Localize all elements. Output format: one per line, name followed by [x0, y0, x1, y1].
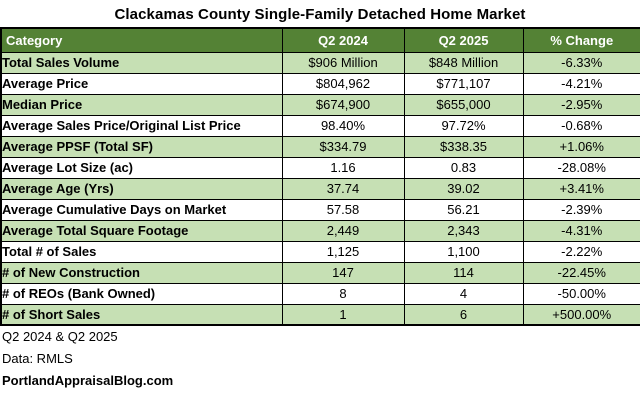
value-cell: 2,343: [403, 219, 524, 242]
change-cell: -4.31%: [522, 219, 640, 242]
category-cell: Average Sales Price/Original List Price: [0, 114, 283, 137]
change-cell: +3.41%: [522, 177, 640, 200]
value-cell: 1.16: [281, 156, 405, 179]
change-cell: -28.08%: [522, 156, 640, 179]
table-row: Total Sales Volume $906 Million $848 Mil…: [0, 51, 640, 74]
table-row: # of REOs (Bank Owned) 8 4 -50.00%: [0, 282, 640, 305]
category-cell: # of Short Sales: [0, 303, 283, 326]
change-cell: +1.06%: [522, 135, 640, 158]
value-cell: 56.21: [403, 198, 524, 221]
category-cell: Total Sales Volume: [0, 51, 283, 74]
table-row: Average Cumulative Days on Market 57.58 …: [0, 198, 640, 221]
change-cell: -0.68%: [522, 114, 640, 137]
page-title: Clackamas County Single-Family Detached …: [114, 6, 526, 23]
value-cell: 2,449: [281, 219, 405, 242]
category-cell: Average PPSF (Total SF): [0, 135, 283, 158]
value-cell: 39.02: [403, 177, 524, 200]
value-cell: 57.58: [281, 198, 405, 221]
value-cell: $804,962: [281, 72, 405, 95]
value-cell: 8: [281, 282, 405, 305]
change-cell: -4.21%: [522, 72, 640, 95]
change-cell: -50.00%: [522, 282, 640, 305]
footer: Q2 2024 & Q2 2025 Data: RMLS PortlandApp…: [0, 326, 640, 392]
footer-data-source: Data: RMLS: [2, 351, 73, 366]
change-cell: -2.22%: [522, 240, 640, 263]
table-row: # of Short Sales 1 6 +500.00%: [0, 303, 640, 326]
value-cell: $848 Million: [403, 51, 524, 74]
category-cell: Total # of Sales: [0, 240, 283, 263]
value-cell: 37.74: [281, 177, 405, 200]
value-cell: 147: [281, 261, 405, 284]
category-cell: Average Price: [0, 72, 283, 95]
table-row: Average Sales Price/Original List Price …: [0, 114, 640, 137]
category-cell: Average Age (Yrs): [0, 177, 283, 200]
value-cell: 1: [281, 303, 405, 326]
value-cell: 4: [403, 282, 524, 305]
category-cell: Median Price: [0, 93, 283, 116]
value-cell: $655,000: [403, 93, 524, 116]
header-cell-category: Category: [0, 27, 283, 53]
value-cell: 1,125: [281, 240, 405, 263]
category-cell: # of REOs (Bank Owned): [0, 282, 283, 305]
value-cell: 1,100: [403, 240, 524, 263]
category-cell: # of New Construction: [0, 261, 283, 284]
change-cell: -2.39%: [522, 198, 640, 221]
value-cell: 114: [403, 261, 524, 284]
category-cell: Average Lot Size (ac): [0, 156, 283, 179]
value-cell: 98.40%: [281, 114, 405, 137]
value-cell: $334.79: [281, 135, 405, 158]
change-cell: +500.00%: [522, 303, 640, 326]
header-cell-q2-2024: Q2 2024: [281, 27, 405, 53]
footer-blog-name: PortlandAppraisalBlog.com: [2, 373, 174, 388]
category-cell: Average Cumulative Days on Market: [0, 198, 283, 221]
value-cell: $674,900: [281, 93, 405, 116]
market-data-table: Category Q2 2024 Q2 2025 % Change Total …: [0, 27, 640, 326]
table-row: Average Total Square Footage 2,449 2,343…: [0, 219, 640, 242]
value-cell: $338.35: [403, 135, 524, 158]
table-row: Average Lot Size (ac) 1.16 0.83 -28.08%: [0, 156, 640, 179]
table-row: Total # of Sales 1,125 1,100 -2.22%: [0, 240, 640, 263]
value-cell: 6: [403, 303, 524, 326]
header-row: Category Q2 2024 Q2 2025 % Change: [0, 27, 640, 53]
category-cell: Average Total Square Footage: [0, 219, 283, 242]
value-cell: $906 Million: [281, 51, 405, 74]
header-cell-q2-2025: Q2 2025: [403, 27, 524, 53]
header-cell-pct-change: % Change: [522, 27, 640, 53]
value-cell: 0.83: [403, 156, 524, 179]
change-cell: -22.45%: [522, 261, 640, 284]
table-row: Average PPSF (Total SF) $334.79 $338.35 …: [0, 135, 640, 158]
table-row: # of New Construction 147 114 -22.45%: [0, 261, 640, 284]
value-cell: 97.72%: [403, 114, 524, 137]
footer-period-label: Q2 2024 & Q2 2025: [2, 329, 118, 344]
table-row: Average Age (Yrs) 37.74 39.02 +3.41%: [0, 177, 640, 200]
change-cell: -2.95%: [522, 93, 640, 116]
table-row: Median Price $674,900 $655,000 -2.95%: [0, 93, 640, 116]
change-cell: -6.33%: [522, 51, 640, 74]
table-row: Average Price $804,962 $771,107 -4.21%: [0, 72, 640, 95]
value-cell: $771,107: [403, 72, 524, 95]
